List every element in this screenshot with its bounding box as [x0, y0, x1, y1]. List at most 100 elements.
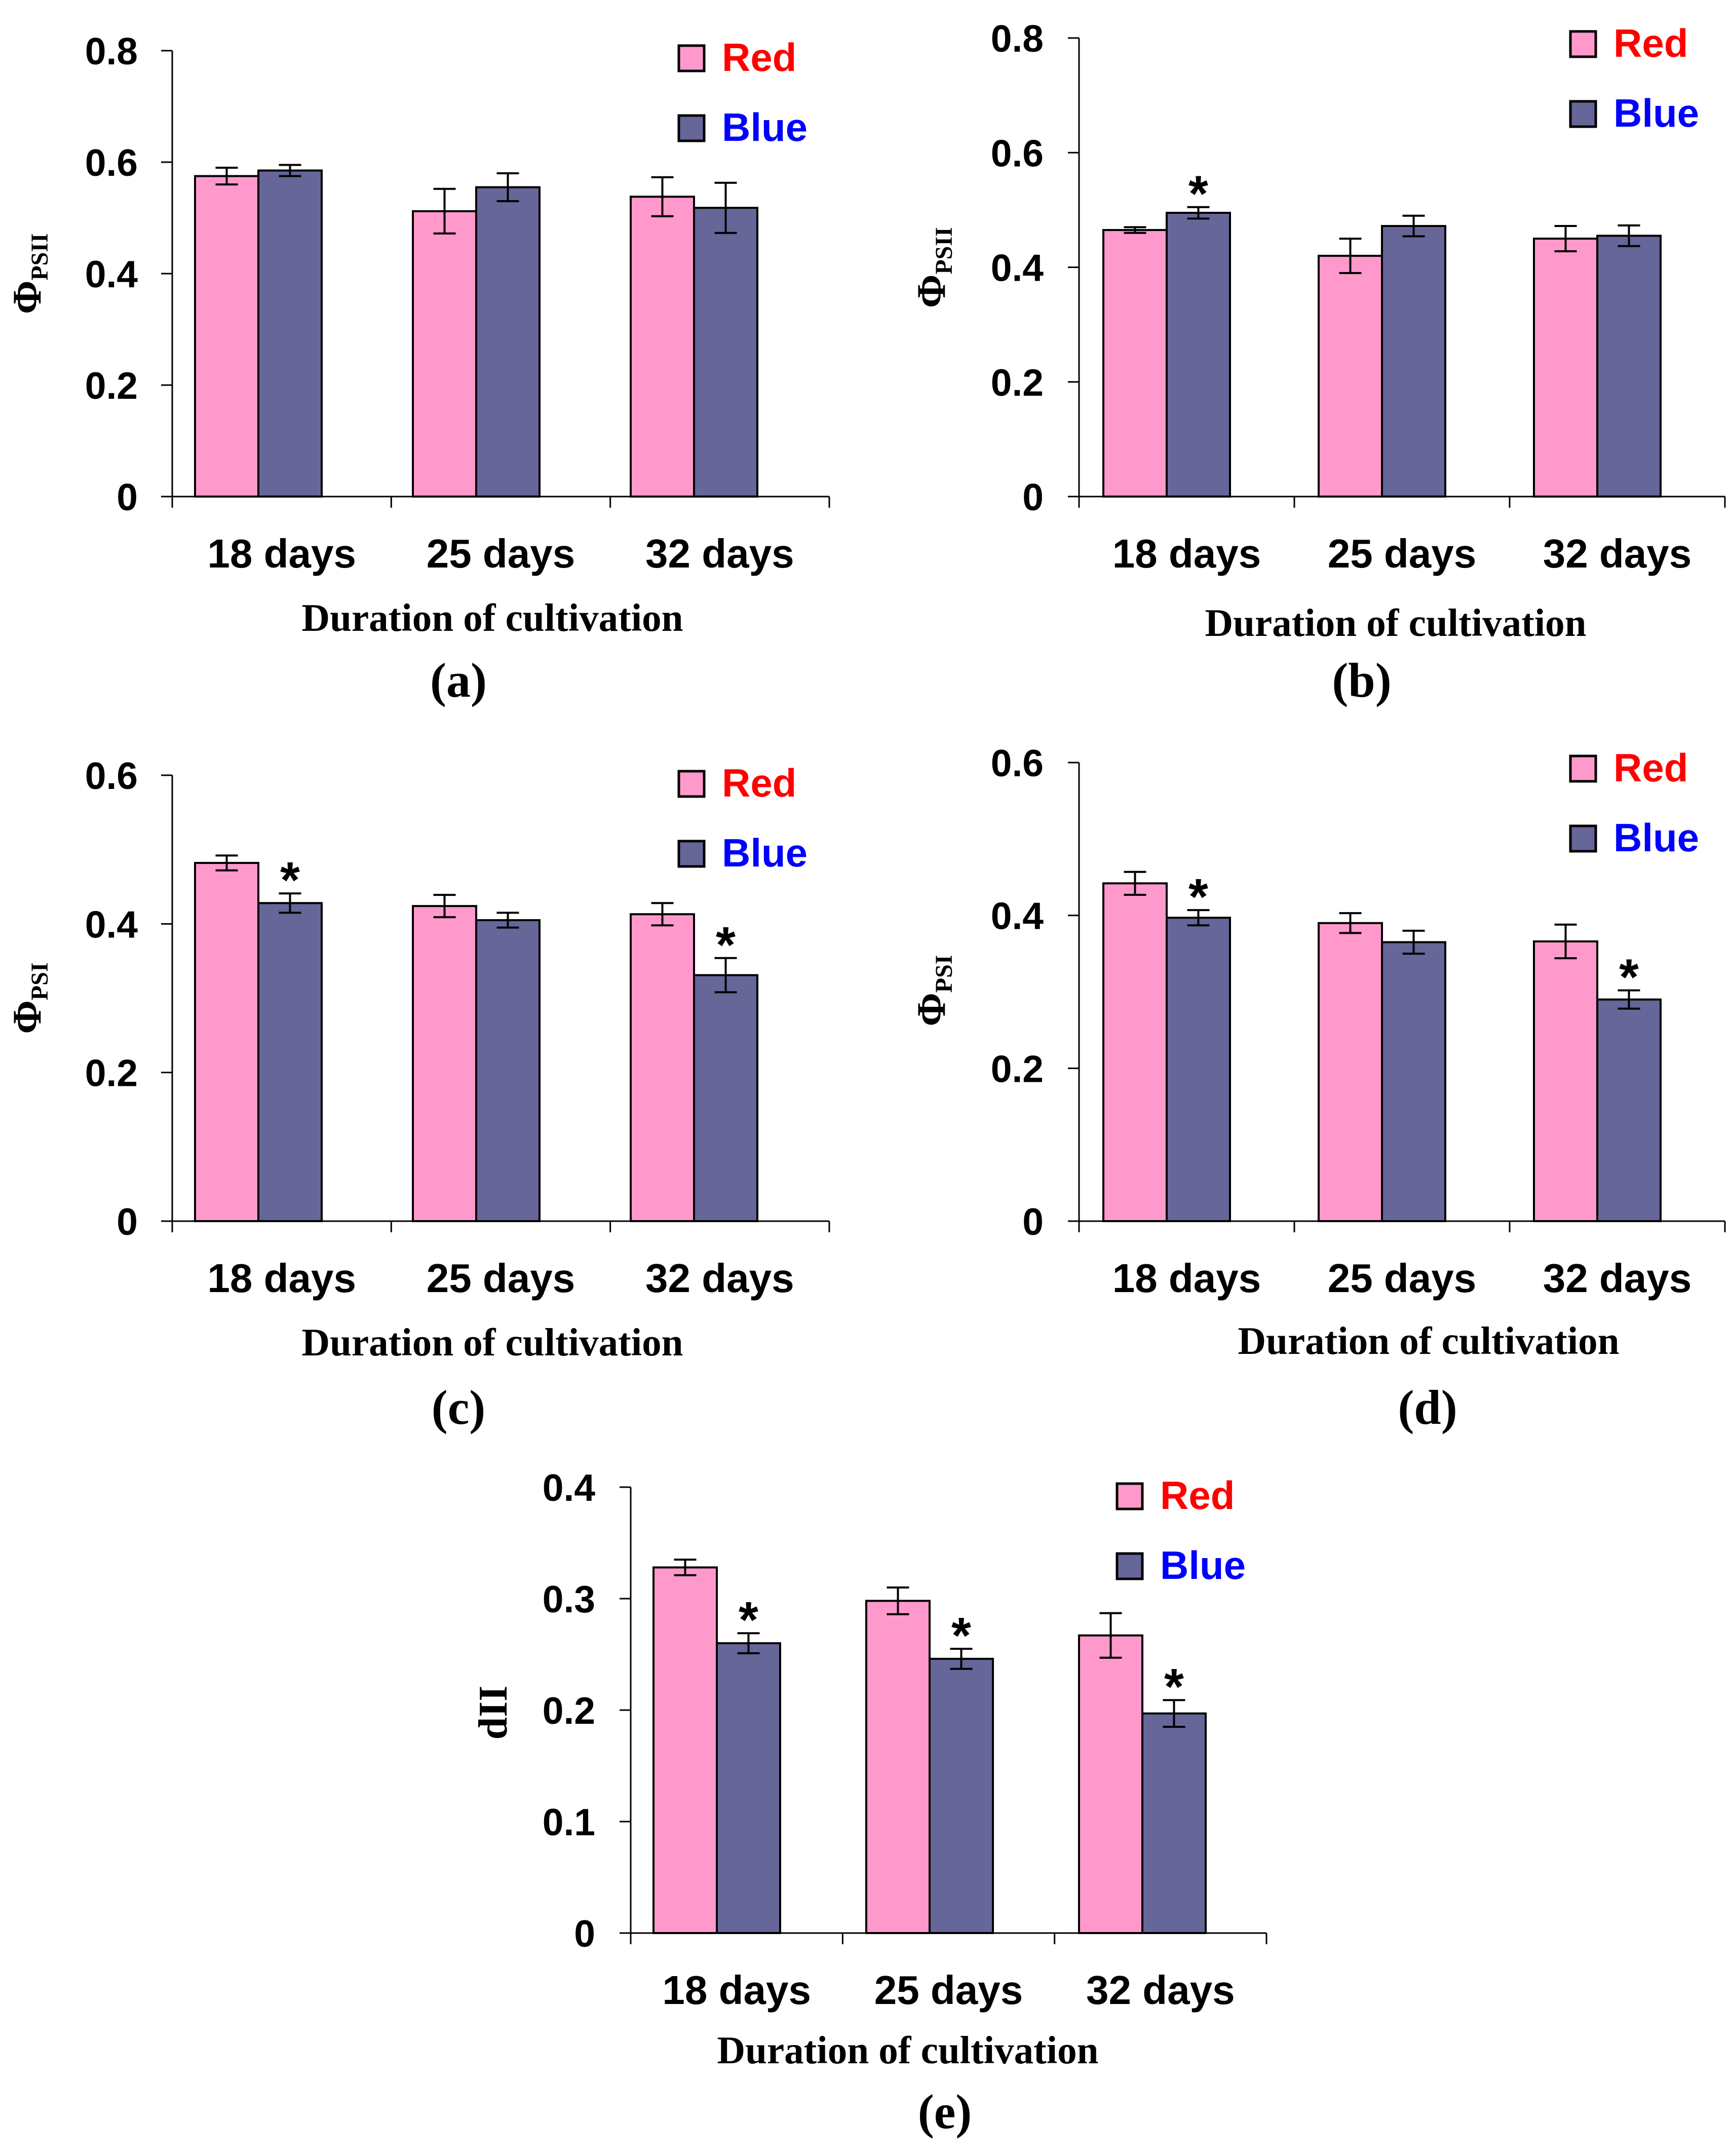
- panel-label: (b): [1332, 653, 1391, 707]
- bar-blue: [258, 903, 322, 1221]
- panel-label: (d): [1398, 1380, 1457, 1434]
- x-category-label: 25 days: [427, 1256, 575, 1301]
- x-category-label: 25 days: [1328, 531, 1477, 576]
- y-tick-label: 0.4: [991, 247, 1044, 289]
- bar-red: [413, 906, 476, 1221]
- y-tick-label: 0.6: [991, 742, 1044, 784]
- bar-red: [1319, 256, 1382, 497]
- bar-blue: [1167, 918, 1230, 1221]
- y-tick-label: 0.6: [85, 141, 138, 184]
- legend-swatch-red: [1570, 756, 1596, 781]
- y-tick-label: 0.4: [85, 253, 138, 295]
- bar-red: [1319, 923, 1382, 1221]
- y-tick-label: 0.2: [991, 1047, 1044, 1090]
- x-axis-title: Duration of cultivation: [1205, 601, 1587, 645]
- legend-swatch-red: [1117, 1484, 1142, 1509]
- significance-star: *: [1188, 166, 1208, 222]
- bar-blue: [1597, 236, 1661, 497]
- significance-star: *: [1164, 1658, 1184, 1715]
- bar-blue: [930, 1659, 993, 1933]
- legend-label-blue: Blue: [1613, 91, 1699, 135]
- legend-swatch-blue: [679, 116, 704, 141]
- chart-panel: 0 0.2 0.4 0.6 18 days 25 days 32 days * * ΦPSI Dur…: [909, 742, 1725, 1434]
- y-tick-label: 0.8: [991, 17, 1044, 60]
- panel-label: (e): [918, 2085, 972, 2139]
- y-axis-label: ΦPSII: [909, 227, 957, 308]
- panel-label: (a): [430, 653, 487, 707]
- bar-red: [866, 1601, 930, 1933]
- y-tick-label: 0.3: [543, 1578, 595, 1620]
- legend-swatch-blue: [679, 841, 704, 866]
- bar-red: [1534, 239, 1597, 497]
- legend-swatch-blue: [1570, 826, 1596, 851]
- significance-star: *: [1188, 868, 1208, 925]
- y-tick-label: 0.6: [85, 754, 138, 797]
- x-category-label: 18 days: [1112, 1256, 1261, 1301]
- chart-panel: 0 0.2 0.4 0.6 18 days 25 days 32 days * * ΦPSI Dur…: [5, 754, 829, 1434]
- bar-blue: [1382, 942, 1445, 1221]
- y-tick-label: 0.2: [85, 1052, 138, 1094]
- legend-label-blue: Blue: [1613, 815, 1699, 860]
- bar-blue: [1167, 213, 1230, 497]
- chart-panel: 0 0.2 0.4 0.6 0.8 18 days 25 days 32 days ΦPSII D…: [5, 30, 829, 707]
- y-tick-label: 0.4: [991, 895, 1044, 937]
- bar-red: [195, 176, 258, 497]
- significance-star: *: [280, 852, 300, 909]
- legend-label-red: Red: [722, 35, 796, 80]
- y-tick-label: 0.4: [543, 1466, 596, 1509]
- x-axis-title: Duration of cultivation: [302, 596, 683, 639]
- bar-blue: [258, 171, 322, 497]
- bar-red: [1534, 941, 1597, 1221]
- legend-label-blue: Blue: [1160, 1543, 1246, 1587]
- bar-red: [1079, 1636, 1142, 1933]
- legend-label-blue: Blue: [722, 105, 808, 149]
- bar-blue: [1597, 1000, 1661, 1221]
- legend-swatch-blue: [1570, 101, 1596, 127]
- significance-star: *: [716, 917, 736, 973]
- chart-panel: 0 0.1 0.2 0.3 0.4 18 days 25 days 32 days * * * dII…: [471, 1466, 1266, 2139]
- legend-label-red: Red: [1160, 1473, 1235, 1518]
- x-category-label: 32 days: [1543, 1256, 1692, 1301]
- bar-red: [653, 1567, 717, 1933]
- bar-blue: [694, 975, 757, 1221]
- x-category-label: 18 days: [1112, 531, 1261, 576]
- x-category-label: 25 days: [427, 531, 575, 576]
- bar-red: [413, 211, 476, 497]
- x-axis-title: Duration of cultivation: [302, 1320, 683, 1364]
- x-category-label: 25 days: [874, 1968, 1023, 2013]
- bar-blue: [1142, 1714, 1206, 1933]
- x-category-label: 32 days: [1086, 1968, 1235, 2013]
- legend-swatch-red: [1570, 31, 1596, 57]
- bar-blue: [694, 208, 757, 497]
- y-tick-label: 0.2: [991, 361, 1044, 404]
- x-category-label: 18 days: [207, 531, 356, 576]
- x-category-label: 25 days: [1328, 1256, 1477, 1301]
- legend-label-red: Red: [722, 761, 796, 805]
- legend-label-blue: Blue: [722, 830, 808, 875]
- bar-blue: [717, 1643, 780, 1933]
- bar-blue: [1382, 226, 1445, 497]
- legend-swatch-red: [679, 46, 704, 71]
- x-category-label: 32 days: [645, 531, 794, 576]
- x-category-label: 18 days: [207, 1256, 356, 1301]
- bar-blue: [476, 187, 540, 497]
- y-tick-label: 0: [1022, 476, 1044, 518]
- y-axis-label: ΦPSI: [5, 962, 53, 1034]
- bar-red: [1103, 883, 1167, 1221]
- significance-star: *: [739, 1592, 758, 1648]
- bar-red: [631, 914, 694, 1221]
- legend-swatch-red: [679, 771, 704, 797]
- bar-red: [1103, 230, 1167, 497]
- figure: 0 0.2 0.4 0.6 0.8 18 days 25 days 32 days ΦPSII D…: [0, 0, 1730, 2156]
- legend-label-red: Red: [1613, 745, 1688, 790]
- bar-red: [631, 197, 694, 497]
- y-tick-label: 0: [117, 476, 138, 518]
- x-axis-title: Duration of cultivation: [717, 2028, 1099, 2072]
- significance-star: *: [951, 1607, 971, 1664]
- x-category-label: 32 days: [1543, 531, 1692, 576]
- bar-blue: [476, 920, 540, 1221]
- y-tick-label: 0: [117, 1200, 138, 1243]
- x-axis-title: Duration of cultivation: [1238, 1319, 1620, 1363]
- bar-red: [195, 863, 258, 1221]
- y-tick-label: 0.2: [85, 364, 138, 407]
